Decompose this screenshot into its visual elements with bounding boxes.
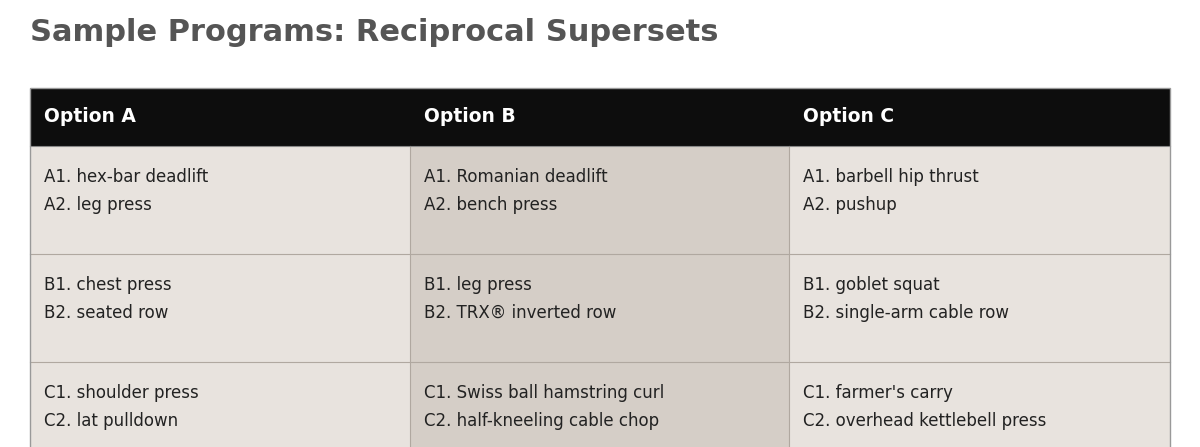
Text: C1. shoulder press
C2. lat pulldown: C1. shoulder press C2. lat pulldown: [44, 384, 199, 430]
Text: Sample Programs: Reciprocal Supersets: Sample Programs: Reciprocal Supersets: [30, 18, 719, 47]
Bar: [409, 88, 790, 146]
Bar: [30, 88, 1170, 447]
Text: B1. chest press
B2. seated row: B1. chest press B2. seated row: [44, 276, 172, 322]
Text: C1. Swiss ball hamstring curl
C2. half-kneeling cable chop: C1. Swiss ball hamstring curl C2. half-k…: [424, 384, 664, 430]
Text: Option A: Option A: [44, 107, 136, 127]
Bar: [30, 88, 409, 146]
Text: Option C: Option C: [803, 107, 894, 127]
Bar: [30, 146, 409, 447]
Text: Option B: Option B: [424, 107, 515, 127]
Bar: [790, 146, 1170, 447]
Text: A1. barbell hip thrust
A2. pushup: A1. barbell hip thrust A2. pushup: [803, 168, 979, 214]
Bar: [409, 146, 790, 447]
Text: A1. hex-bar deadlift
A2. leg press: A1. hex-bar deadlift A2. leg press: [44, 168, 209, 214]
Text: A1. Romanian deadlift
A2. bench press: A1. Romanian deadlift A2. bench press: [424, 168, 607, 214]
Text: B1. leg press
B2. TRX® inverted row: B1. leg press B2. TRX® inverted row: [424, 276, 616, 322]
Text: C1. farmer's carry
C2. overhead kettlebell press: C1. farmer's carry C2. overhead kettlebe…: [803, 384, 1046, 430]
Bar: [790, 88, 1170, 146]
Text: B1. goblet squat
B2. single-arm cable row: B1. goblet squat B2. single-arm cable ro…: [803, 276, 1009, 322]
